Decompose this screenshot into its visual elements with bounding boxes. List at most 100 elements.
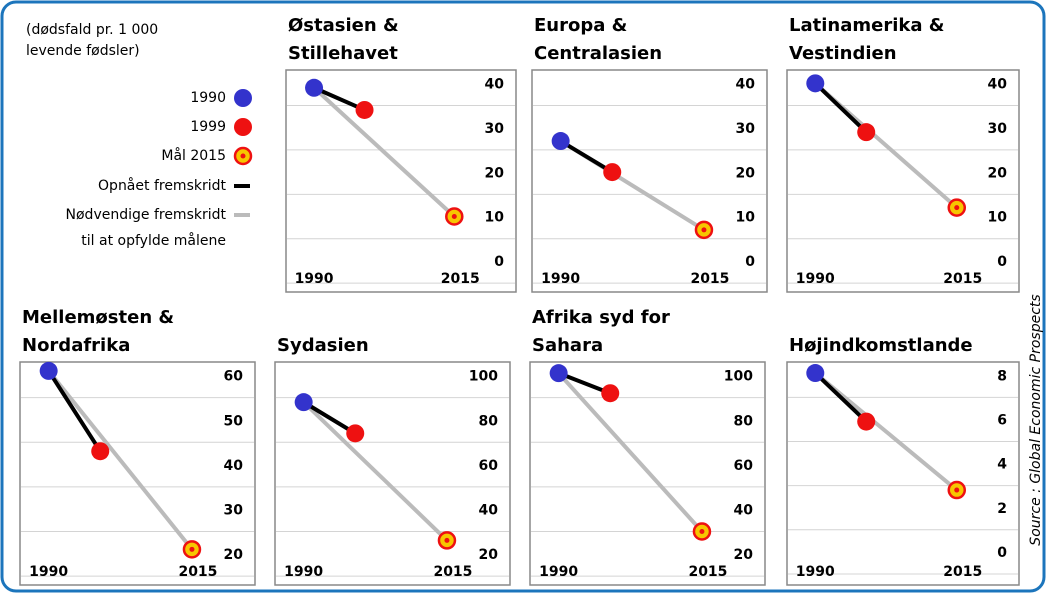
y-tick-label: 10	[988, 210, 1008, 226]
chart-title: Centralasien	[534, 43, 662, 64]
legend-label: Opnået fremskridt	[98, 177, 226, 194]
x-tick-label: 1990	[541, 271, 580, 287]
source: Source : Global Economic Prospects	[1028, 294, 1044, 545]
point	[551, 132, 570, 151]
plot-box	[274, 361, 511, 586]
x-tick-label: 2015	[433, 564, 472, 580]
y-tick-label: 4	[997, 457, 1007, 473]
point	[346, 424, 365, 443]
target-point	[233, 146, 253, 166]
achieved-progress	[813, 81, 868, 134]
chart-title: Højindkomstlande	[789, 335, 973, 356]
y-tick-label: 6	[997, 412, 1007, 428]
y-tick-label: 40	[988, 77, 1008, 93]
y-tick-label: 100	[724, 369, 753, 385]
x-tick-label: 2015	[178, 564, 217, 580]
point	[806, 364, 825, 383]
chart-title: Nordafrika	[22, 335, 130, 356]
target-point	[445, 207, 464, 226]
target-center	[954, 205, 960, 211]
legend-label: til at opfylde målene	[81, 232, 226, 249]
chart-title: Vestindien	[789, 43, 897, 64]
y-tick-label: 30	[988, 121, 1008, 137]
x-tick-label: 1990	[29, 564, 68, 580]
required-progress	[814, 371, 959, 492]
y-tick-label: 50	[224, 413, 244, 429]
achieved-progress	[46, 369, 102, 453]
y-tick-label: 60	[479, 458, 499, 474]
y-tick-label: 20	[988, 165, 1008, 181]
required-progress	[302, 400, 449, 542]
y-tick-label: 20	[479, 547, 499, 563]
plot-box	[531, 69, 768, 293]
chart-title: Europa &	[534, 15, 627, 36]
x-tick-label: 1990	[539, 564, 578, 580]
required-progress	[557, 371, 704, 533]
plot-box	[786, 361, 1020, 586]
chart-title: Østasien &	[288, 15, 399, 36]
legend-label: Nødvendige fremskridt	[66, 207, 227, 223]
required-progress	[312, 86, 456, 218]
y-tick-label: 40	[479, 502, 499, 518]
y-tick-label: 40	[734, 502, 754, 518]
point	[234, 89, 252, 107]
chart-title: Afrika syd for	[532, 307, 670, 328]
y-tick-label: 30	[736, 121, 756, 137]
y-tick-label: 20	[224, 547, 244, 563]
x-tick-label: 1990	[796, 564, 835, 580]
point	[857, 123, 876, 142]
y-tick-label: 0	[997, 254, 1007, 270]
y-tick-label: 80	[734, 413, 754, 429]
achieved-progress	[302, 400, 357, 436]
x-tick-label: 1990	[796, 271, 835, 287]
y-tick-label: 60	[734, 458, 754, 474]
point	[39, 361, 58, 380]
legend-label: 1999	[190, 119, 226, 135]
note: levende fødsler)	[26, 43, 140, 59]
target-point	[947, 198, 967, 217]
target-point	[692, 522, 712, 541]
y-tick-label: 100	[469, 369, 498, 385]
y-tick-label: 60	[224, 369, 244, 385]
point	[305, 78, 324, 97]
y-tick-label: 20	[736, 165, 756, 181]
point	[355, 100, 374, 119]
target-center	[240, 153, 246, 159]
chart-title: Latinamerika &	[789, 15, 944, 36]
chart-title: Mellemøsten &	[22, 307, 174, 328]
y-tick-label: 30	[485, 121, 505, 137]
x-tick-label: 1990	[284, 564, 323, 580]
note: (dødsfald pr. 1 000	[26, 22, 158, 38]
target-point	[182, 540, 202, 559]
y-tick-label: 10	[485, 210, 505, 226]
x-tick-label: 1990	[295, 271, 334, 287]
point	[234, 118, 252, 136]
point	[91, 442, 110, 461]
point	[294, 393, 313, 412]
achieved-progress	[313, 85, 366, 112]
required-progress	[47, 369, 194, 551]
point	[549, 364, 568, 383]
x-tick-label: 2015	[943, 271, 982, 287]
x-tick-label: 2015	[690, 271, 729, 287]
point	[857, 412, 876, 431]
target-center	[451, 214, 457, 220]
target-center	[444, 537, 450, 543]
y-tick-label: 8	[997, 368, 1007, 384]
y-tick-label: 0	[745, 254, 755, 270]
y-tick-label: 40	[485, 77, 505, 93]
chart-title: Sydasien	[277, 335, 369, 356]
plot-box	[786, 69, 1020, 293]
target-point	[437, 531, 457, 550]
plot-box	[285, 69, 517, 293]
y-tick-label: 20	[734, 547, 754, 563]
plot-box	[19, 361, 256, 586]
chart-title: Stillehavet	[288, 43, 398, 64]
y-tick-label: 20	[485, 165, 505, 181]
target-center	[189, 546, 195, 552]
target-center	[699, 528, 705, 534]
y-tick-label: 80	[479, 413, 499, 429]
target-center	[954, 487, 960, 493]
chart-title: Sahara	[532, 335, 603, 356]
